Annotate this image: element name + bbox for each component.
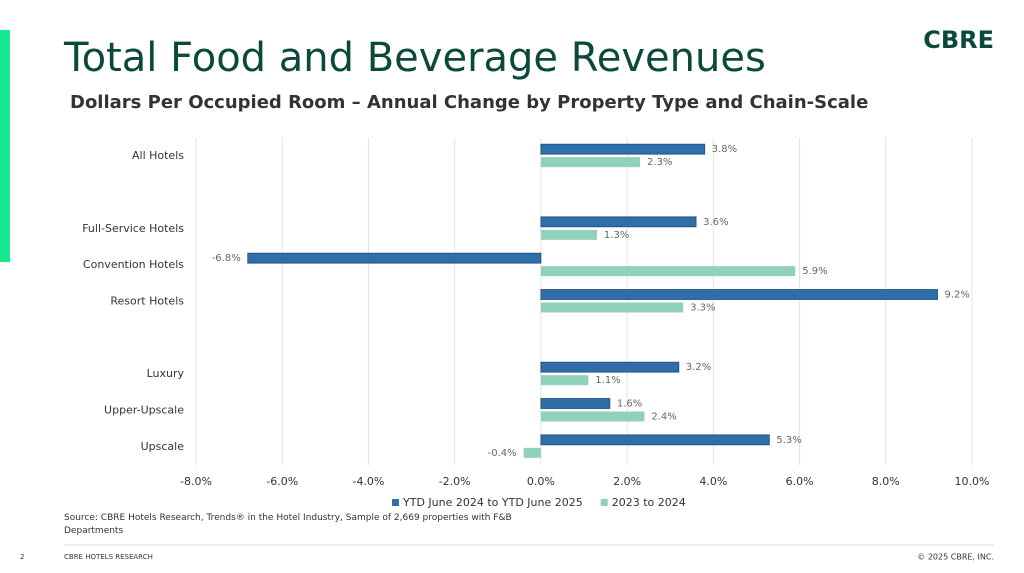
bar <box>540 266 796 277</box>
chart-subtitle: Dollars Per Occupied Room – Annual Chang… <box>70 92 868 113</box>
value-label: 3.6% <box>703 217 728 228</box>
source-box: Source: CBRE Hotels Research, Trends® in… <box>64 513 512 536</box>
bar <box>540 361 680 373</box>
value-label: 9.2% <box>945 290 970 301</box>
x-tick-label: 10.0% <box>955 475 990 488</box>
value-label: 2.3% <box>647 157 672 168</box>
page-number: 2 <box>20 553 24 561</box>
plot: -8.0% -6.0% -4.0% -2.0% 0.0% 2.0% 4.0% 6.0% 8.0%… <box>82 138 989 509</box>
x-tick-label: -4.0% <box>352 475 384 488</box>
legend-swatch <box>392 499 399 506</box>
x-tick-label: -2.0% <box>439 475 471 488</box>
value-label: 1.6% <box>617 399 642 410</box>
y-tick-label: Full-Service Hotels <box>82 222 184 235</box>
value-label: 3.3% <box>690 303 715 314</box>
bar <box>540 375 589 386</box>
y-tick-label: Upscale <box>141 440 185 453</box>
x-tick-label: 4.0% <box>699 475 727 488</box>
value-label: 1.1% <box>595 375 620 386</box>
value-label: -0.4% <box>488 448 517 459</box>
bar <box>247 252 542 264</box>
value-label: 5.3% <box>776 435 801 446</box>
y-tick-label: Convention Hotels <box>83 258 184 271</box>
value-label: 2.4% <box>651 412 676 423</box>
legend-swatch <box>600 499 608 506</box>
bar <box>540 302 684 313</box>
copyright: © 2025 CBRE, INC. <box>917 553 994 562</box>
value-label: 1.3% <box>604 230 629 241</box>
value-label: 3.8% <box>712 144 737 155</box>
x-tick-label: -8.0% <box>180 475 212 488</box>
legend-label: YTD June 2024 to YTD June 2025 <box>402 496 583 509</box>
legend-label: 2023 to 2024 <box>612 496 686 509</box>
y-tick-label: Resort Hotels <box>110 295 184 308</box>
x-tick-label: 8.0% <box>872 475 900 488</box>
chart-title: Total Food and Beverage Revenues <box>63 35 766 81</box>
bar <box>540 216 697 228</box>
bar <box>540 157 641 168</box>
bar <box>540 434 770 446</box>
x-tick-label: -6.0% <box>266 475 298 488</box>
logo: CBRE <box>923 26 994 54</box>
bar <box>540 229 597 240</box>
bar <box>540 411 645 422</box>
accent-bar <box>0 30 10 262</box>
x-tick-label: 0.0% <box>527 475 555 488</box>
y-tick-label: Luxury <box>147 367 185 380</box>
bar <box>540 289 938 300</box>
bar <box>540 398 611 409</box>
value-label: 3.2% <box>686 362 711 373</box>
x-tick-label: 6.0% <box>786 475 814 488</box>
y-tick-label: Upper-Upscale <box>104 404 184 417</box>
x-tick-label: 2.0% <box>613 475 641 488</box>
y-tick-label: All Hotels <box>132 149 184 162</box>
bar <box>523 447 541 458</box>
bar <box>540 143 706 155</box>
source: Source: CBRE Hotels Research, Trends® in… <box>64 513 512 536</box>
value-label: -6.8% <box>212 253 241 264</box>
footer: CBRE HOTELS RESEARCH <box>64 553 153 561</box>
value-label: 5.9% <box>802 266 827 277</box>
